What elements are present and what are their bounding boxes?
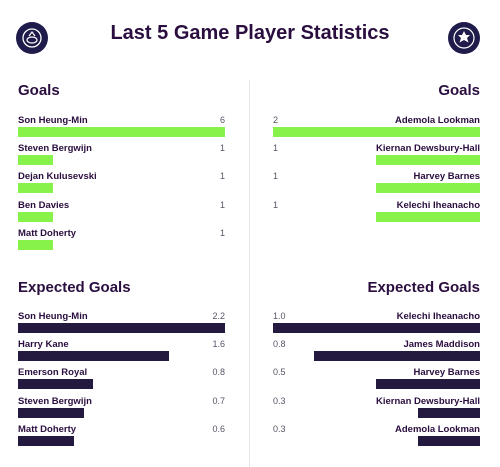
- home-xg-bar: [18, 379, 93, 390]
- away-xg-bar: [314, 351, 480, 362]
- page-title: Last 5 Game Player Statistics: [110, 22, 390, 44]
- header: Last 5 Game Player Statistics: [0, 0, 500, 70]
- home-goals-bar: [18, 127, 225, 137]
- home-goals-player-name: Dejan Kulusevski: [18, 171, 97, 183]
- away-xg-player-name: James Maddison: [403, 339, 480, 351]
- away-xg-bar: [376, 379, 480, 390]
- home-goals-bar: [18, 183, 53, 194]
- home-xg-row: Emerson Royal 0.8: [18, 367, 225, 393]
- away-xg-value: 0.3: [273, 395, 286, 406]
- away-xg-title: Expected Goals: [367, 279, 480, 296]
- away-xg-row: Ademola Lookman 0.3: [273, 424, 480, 450]
- home-xg-player-name: Steven Bergwijn: [18, 395, 92, 407]
- away-goals-value: 2: [273, 115, 279, 125]
- away-goals-title: Goals: [438, 82, 480, 99]
- away-xg-row: James Maddison 0.8: [273, 339, 480, 365]
- home-goals-row: Matt Doherty 1: [18, 228, 225, 254]
- home-goals-row: Son Heung-Min 6: [18, 115, 225, 141]
- away-goals-bar: [376, 183, 480, 194]
- away-goals-bar: [273, 127, 480, 137]
- away-goals-value: 1: [273, 199, 279, 210]
- home-xg-bar: [18, 351, 169, 362]
- away-xg-bar: [418, 435, 480, 446]
- home-xg-row: Harry Kane 1.6: [18, 339, 225, 365]
- home-goals-value: 6: [219, 115, 225, 125]
- away-xg-player-name: Kelechi Iheanacho: [396, 311, 480, 322]
- away-xg-value: 0.3: [273, 423, 286, 434]
- home-goals-player-name: Steven Bergwijn: [18, 143, 92, 155]
- away-xg-bar: [418, 407, 480, 418]
- away-xg-row: Harvey Barnes 0.5: [273, 367, 480, 393]
- away-xg-player-name: Kiernan Dewsbury-Hall: [376, 395, 480, 407]
- away-xg-player-name: Ademola Lookman: [395, 423, 480, 435]
- home-goals-bar: [18, 155, 53, 166]
- center-divider: [249, 80, 250, 467]
- home-xg-bar: [18, 323, 225, 333]
- away-goals-player-name: Harvey Barnes: [413, 171, 480, 183]
- home-goals-player-name: Son Heung-Min: [18, 115, 88, 126]
- home-xg-player-name: Son Heung-Min: [18, 311, 88, 322]
- home-goals-player-name: Ben Davies: [18, 199, 70, 211]
- away-goals-row: Kelechi Iheanacho 1: [273, 200, 480, 226]
- home-xg-value: 0.7: [212, 395, 225, 406]
- home-goals-bar: [18, 239, 53, 250]
- home-goals-value: 1: [219, 227, 225, 238]
- home-xg-row: Matt Doherty 0.6: [18, 424, 225, 450]
- leicester-crest-icon: [448, 22, 480, 54]
- home-goals-bar: [18, 211, 53, 222]
- away-goals-value: 1: [273, 143, 279, 154]
- home-xg-value: 1.6: [212, 339, 225, 350]
- away-xg-value: 0.5: [273, 367, 286, 378]
- away-goals-row: Ademola Lookman 2: [273, 115, 480, 141]
- spurs-crest-icon: [16, 22, 48, 54]
- away-goals-player-name: Kelechi Iheanacho: [396, 199, 480, 211]
- away-xg-row: Kiernan Dewsbury-Hall 0.3: [273, 396, 480, 422]
- home-xg-player-name: Matt Doherty: [18, 423, 77, 435]
- away-goals-player-name: Ademola Lookman: [395, 115, 480, 126]
- home-xg-row: Son Heung-Min 2.2: [18, 311, 225, 337]
- away-xg-bar: [273, 323, 480, 333]
- home-goals-player-name: Matt Doherty: [18, 227, 77, 239]
- away-goals-row: Kiernan Dewsbury-Hall 1: [273, 143, 480, 169]
- home-goals-value: 1: [219, 171, 225, 182]
- home-xg-bar: [18, 435, 74, 446]
- home-goals-value: 1: [219, 199, 225, 210]
- home-goals-value: 1: [219, 143, 225, 154]
- home-xg-player-name: Harry Kane: [18, 339, 69, 351]
- home-xg-title: Expected Goals: [18, 279, 131, 296]
- home-goals-row: Ben Davies 1: [18, 200, 225, 226]
- home-xg-value: 2.2: [212, 311, 225, 321]
- away-goals-player-name: Kiernan Dewsbury-Hall: [376, 143, 480, 155]
- home-xg-row: Steven Bergwijn 0.7: [18, 396, 225, 422]
- home-goals-row: Steven Bergwijn 1: [18, 143, 225, 169]
- away-goals-bar: [376, 155, 480, 166]
- home-xg-bar: [18, 407, 84, 418]
- away-xg-row: Kelechi Iheanacho 1.0: [273, 311, 480, 337]
- away-goals-row: Harvey Barnes 1: [273, 171, 480, 197]
- home-xg-value: 0.8: [212, 367, 225, 378]
- away-goals-bar: [376, 211, 480, 222]
- away-xg-value: 0.8: [273, 339, 286, 350]
- home-goals-row: Dejan Kulusevski 1: [18, 171, 225, 197]
- away-xg-value: 1.0: [273, 311, 286, 321]
- away-xg-player-name: Harvey Barnes: [413, 367, 480, 379]
- home-xg-player-name: Emerson Royal: [18, 367, 88, 379]
- home-goals-title: Goals: [18, 82, 60, 99]
- home-xg-value: 0.6: [212, 423, 225, 434]
- away-goals-value: 1: [273, 171, 279, 182]
